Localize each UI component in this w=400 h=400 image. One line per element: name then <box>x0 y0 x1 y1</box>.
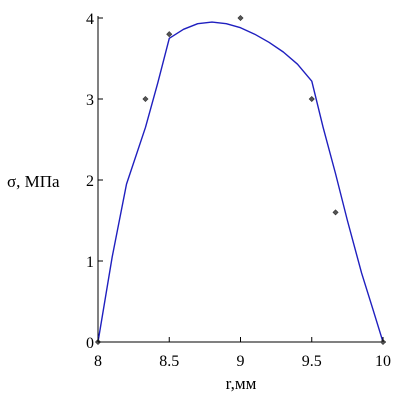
y-tick-label: 3 <box>86 92 94 109</box>
data-point <box>167 32 172 37</box>
data-point <box>143 96 148 101</box>
data-point <box>333 210 338 215</box>
x-tick-label: 10 <box>375 353 391 370</box>
x-axis-label: r,мм <box>226 374 257 393</box>
y-tick-label: 2 <box>86 173 94 190</box>
y-tick-label: 0 <box>86 335 94 352</box>
x-tick-label: 9.5 <box>302 353 322 370</box>
data-point <box>238 15 243 20</box>
y-tick-label: 4 <box>86 11 94 28</box>
series-curve <box>98 22 383 342</box>
x-tick-label: 8 <box>94 353 102 370</box>
data-point <box>309 96 314 101</box>
x-tick-label: 8.5 <box>159 353 179 370</box>
x-tick-label: 9 <box>237 353 245 370</box>
y-axis-label: σ, МПа <box>7 172 60 191</box>
axes <box>98 16 386 342</box>
plot-area <box>95 15 385 344</box>
y-ticks: 0 1 2 3 4 <box>86 11 103 352</box>
y-tick-label: 1 <box>86 254 94 271</box>
